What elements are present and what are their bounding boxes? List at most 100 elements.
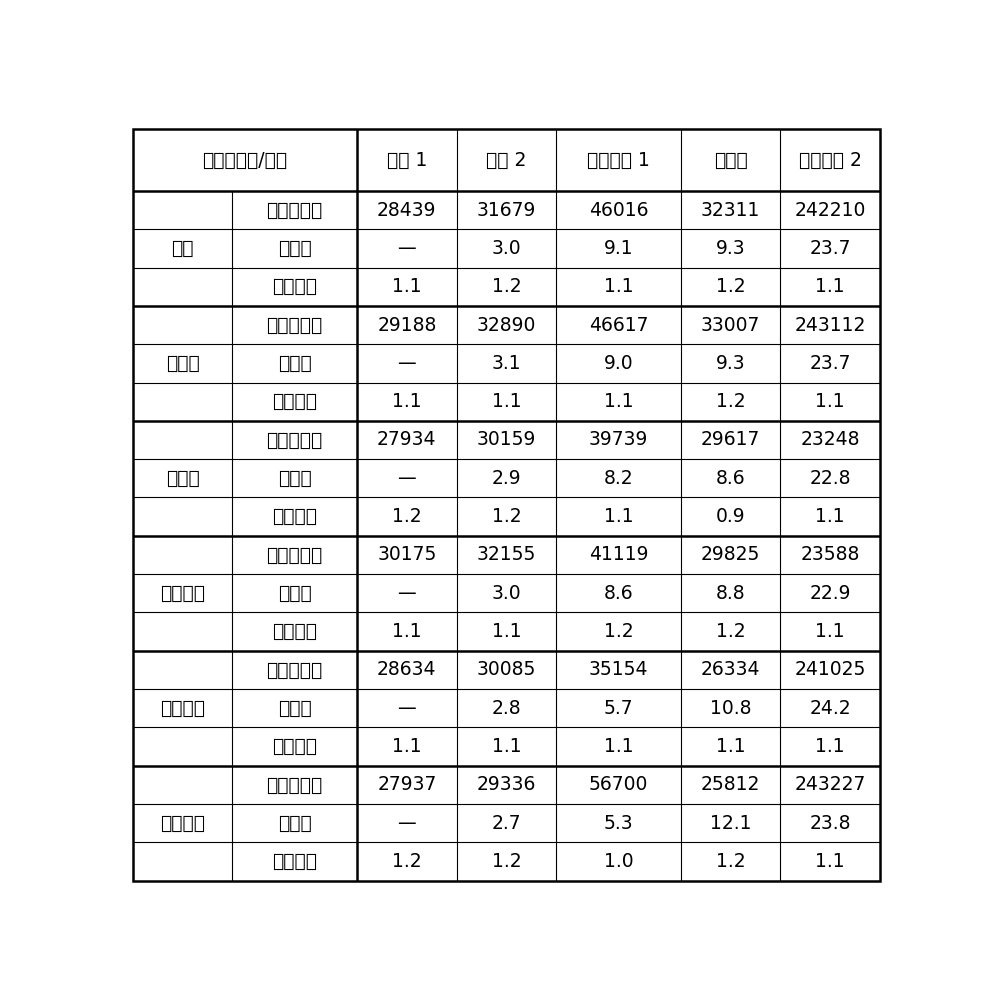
- Text: 1.2: 1.2: [716, 622, 746, 641]
- Text: 243112: 243112: [794, 316, 865, 335]
- Text: 碱破坏: 碱破坏: [166, 469, 200, 488]
- Text: 主成分: 主成分: [714, 151, 748, 170]
- Text: 分离度: 分离度: [278, 814, 311, 833]
- Text: —: —: [397, 699, 416, 718]
- Text: 29617: 29617: [701, 430, 761, 449]
- Text: 9.3: 9.3: [716, 354, 746, 373]
- Text: —: —: [397, 814, 416, 833]
- Text: 29825: 29825: [701, 545, 761, 564]
- Text: 39739: 39739: [589, 430, 648, 449]
- Text: 拖尾因子: 拖尾因子: [272, 392, 317, 411]
- Text: 1.1: 1.1: [392, 622, 422, 641]
- Text: 23588: 23588: [800, 545, 860, 564]
- Text: 1.2: 1.2: [604, 622, 633, 641]
- Text: 243227: 243227: [794, 775, 865, 794]
- Text: 46016: 46016: [589, 201, 648, 220]
- Text: 28634: 28634: [377, 660, 437, 679]
- Text: 24.2: 24.2: [809, 699, 851, 718]
- Text: 2.9: 2.9: [492, 469, 521, 488]
- Text: 理论塔板数: 理论塔板数: [267, 775, 323, 794]
- Text: 理论塔板数: 理论塔板数: [267, 545, 323, 564]
- Text: 2.7: 2.7: [492, 814, 521, 833]
- Text: 29336: 29336: [476, 775, 536, 794]
- Text: 分离度: 分离度: [278, 469, 311, 488]
- Text: 242210: 242210: [794, 201, 865, 220]
- Text: 1.1: 1.1: [492, 392, 521, 411]
- Text: 31679: 31679: [476, 201, 536, 220]
- Text: 拖尾因子: 拖尾因子: [272, 737, 317, 756]
- Text: 1.2: 1.2: [716, 277, 746, 296]
- Text: 5.7: 5.7: [604, 699, 633, 718]
- Text: 32155: 32155: [476, 545, 536, 564]
- Text: 30085: 30085: [476, 660, 536, 679]
- Text: 分离度: 分离度: [278, 239, 311, 258]
- Text: 1.1: 1.1: [492, 622, 521, 641]
- Text: 1.1: 1.1: [815, 392, 845, 411]
- Text: 28439: 28439: [377, 201, 437, 220]
- Text: 1.2: 1.2: [392, 852, 422, 871]
- Text: 1.0: 1.0: [604, 852, 633, 871]
- Text: 27937: 27937: [377, 775, 437, 794]
- Text: 32890: 32890: [476, 316, 536, 335]
- Text: 30175: 30175: [377, 545, 437, 564]
- Text: 理论塔板数: 理论塔板数: [267, 316, 323, 335]
- Text: 拖尾因子: 拖尾因子: [272, 507, 317, 526]
- Text: 9.1: 9.1: [604, 239, 633, 258]
- Text: 0.9: 0.9: [716, 507, 746, 526]
- Text: 10.8: 10.8: [710, 699, 752, 718]
- Text: 3.0: 3.0: [492, 239, 521, 258]
- Text: 1.1: 1.1: [392, 392, 422, 411]
- Text: 理论塔板数: 理论塔板数: [267, 430, 323, 449]
- Text: 9.3: 9.3: [716, 239, 746, 258]
- Text: 1.1: 1.1: [815, 622, 845, 641]
- Text: 1.1: 1.1: [604, 392, 633, 411]
- Text: 8.2: 8.2: [604, 469, 633, 488]
- Text: 1.1: 1.1: [604, 277, 633, 296]
- Text: 1.1: 1.1: [392, 277, 422, 296]
- Text: 5.3: 5.3: [604, 814, 633, 833]
- Text: 1.2: 1.2: [492, 277, 521, 296]
- Text: 8.6: 8.6: [604, 584, 633, 603]
- Text: 1.1: 1.1: [716, 737, 746, 756]
- Text: 241025: 241025: [794, 660, 865, 679]
- Text: —: —: [397, 584, 416, 603]
- Text: 氧化破坏: 氧化破坏: [160, 584, 205, 603]
- Text: 33007: 33007: [701, 316, 761, 335]
- Text: 22.8: 22.8: [809, 469, 851, 488]
- Text: 理论塔板数: 理论塔板数: [267, 660, 323, 679]
- Text: 1.2: 1.2: [392, 507, 422, 526]
- Text: 27934: 27934: [377, 430, 437, 449]
- Text: 22.9: 22.9: [809, 584, 851, 603]
- Text: 拖尾因子: 拖尾因子: [272, 622, 317, 641]
- Text: 35154: 35154: [589, 660, 648, 679]
- Text: 8.8: 8.8: [716, 584, 746, 603]
- Text: 未知杂质 2: 未知杂质 2: [799, 151, 862, 170]
- Text: 3.0: 3.0: [492, 584, 521, 603]
- Text: 23.7: 23.7: [809, 239, 851, 258]
- Text: 样品: 样品: [171, 239, 194, 258]
- Text: 酸破坏: 酸破坏: [166, 354, 200, 373]
- Text: 1.2: 1.2: [716, 852, 746, 871]
- Text: 1.2: 1.2: [492, 852, 521, 871]
- Text: 拖尾因子: 拖尾因子: [272, 277, 317, 296]
- Text: 23248: 23248: [800, 430, 860, 449]
- Text: 9.0: 9.0: [604, 354, 633, 373]
- Text: 1.1: 1.1: [604, 737, 633, 756]
- Text: 8.6: 8.6: [716, 469, 746, 488]
- Text: 强降解条件/参数: 强降解条件/参数: [203, 151, 288, 170]
- Text: 1.2: 1.2: [492, 507, 521, 526]
- Text: 3.1: 3.1: [492, 354, 521, 373]
- Text: 1.1: 1.1: [392, 737, 422, 756]
- Text: 56700: 56700: [589, 775, 648, 794]
- Text: 23.8: 23.8: [809, 814, 851, 833]
- Text: 1.1: 1.1: [815, 507, 845, 526]
- Text: 强光破坏: 强光破坏: [160, 814, 205, 833]
- Text: 25812: 25812: [701, 775, 761, 794]
- Text: 拖尾因子: 拖尾因子: [272, 852, 317, 871]
- Text: 杂质 1: 杂质 1: [386, 151, 427, 170]
- Text: 杂质 2: 杂质 2: [486, 151, 527, 170]
- Text: 分离度: 分离度: [278, 699, 311, 718]
- Text: —: —: [397, 469, 416, 488]
- Text: 分离度: 分离度: [278, 354, 311, 373]
- Text: 12.1: 12.1: [710, 814, 752, 833]
